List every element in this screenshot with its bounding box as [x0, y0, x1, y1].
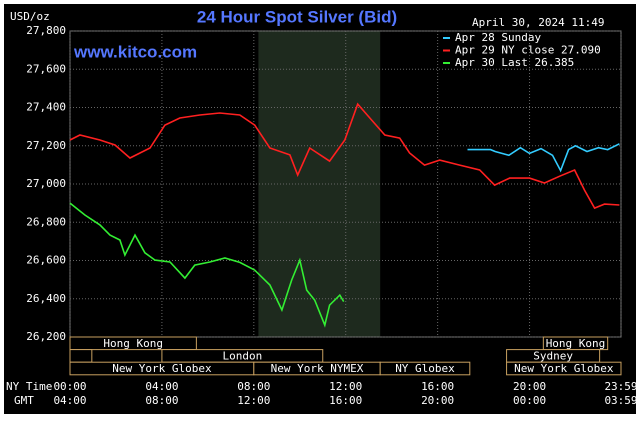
- date-text: April 30, 2024 11:49: [472, 16, 604, 29]
- x2-axis-label: GMT: [14, 394, 34, 407]
- session-label: Hong Kong: [546, 337, 606, 350]
- gmt-tick-label: 00:00: [513, 394, 546, 407]
- session-box: [379, 361, 471, 376]
- y-tick-label: 27,800: [26, 24, 66, 37]
- session-box: [506, 361, 622, 376]
- x-axis-label: NY Time: [6, 380, 52, 393]
- gmt-tick-label: 04:00: [53, 394, 86, 407]
- x-tick-label: 16:00: [421, 380, 454, 393]
- x-tick-label: 12:00: [329, 380, 362, 393]
- gmt-tick-label: 12:00: [237, 394, 270, 407]
- series-line: [69, 202, 345, 328]
- y-tick-label: 27,200: [26, 139, 66, 152]
- y-tick-label: 27,000: [26, 177, 66, 190]
- y-tick-label: 27,400: [26, 101, 66, 114]
- session-box: [69, 336, 197, 351]
- x-tick-label: 00:00: [53, 380, 86, 393]
- y-tick-label: 26,800: [26, 215, 66, 228]
- session-label: New York Globex: [112, 362, 212, 375]
- session-label: NY Globex: [395, 362, 455, 375]
- session-label: Sydney: [533, 349, 573, 362]
- legend-label: Apr 28 Sunday: [455, 31, 541, 44]
- session-label: New York NYMEX: [271, 362, 364, 375]
- y-tick-label: 26,600: [26, 254, 66, 267]
- plot-layer: [69, 30, 622, 338]
- legend-label: Apr 30 Last 26.385: [455, 56, 574, 69]
- x-tick-label: 04:00: [145, 380, 178, 393]
- session-box: [69, 349, 93, 363]
- y-tick-label: 27,600: [26, 62, 66, 75]
- legend-label: Apr 29 NY close 27.090: [455, 44, 601, 57]
- y-tick-label: 26,200: [26, 330, 66, 343]
- gmt-tick-label: 20:00: [421, 394, 454, 407]
- chart-title: 24 Hour Spot Silver (Bid): [197, 7, 397, 26]
- session-label: New York Globex: [514, 362, 614, 375]
- series-line: [69, 102, 620, 210]
- gmt-tick-label: 16:00: [329, 394, 362, 407]
- watermark: www.kitco.com: [73, 42, 197, 61]
- gmt-tick-label: 08:00: [145, 394, 178, 407]
- x-tick-label: 08:00: [237, 380, 270, 393]
- y-axis-label: USD/oz: [10, 10, 50, 23]
- session-label: London: [222, 349, 262, 362]
- series-line: [467, 143, 620, 173]
- y-tick-label: 26,400: [26, 292, 66, 305]
- x-tick-label: 23:59: [604, 380, 637, 393]
- x-tick-label: 20:00: [513, 380, 546, 393]
- gmt-tick-label: 03:59: [604, 394, 637, 407]
- session-label: Hong Kong: [103, 337, 163, 350]
